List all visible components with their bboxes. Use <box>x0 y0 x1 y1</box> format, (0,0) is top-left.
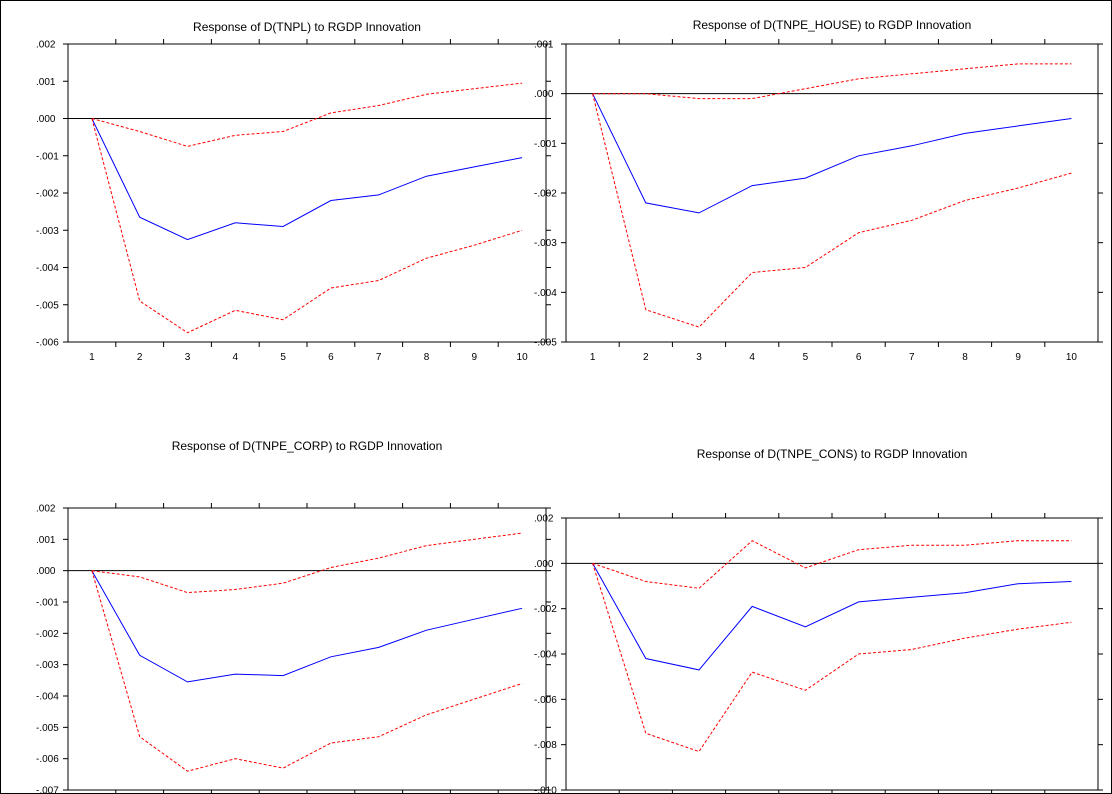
y-tick-label: -.002 <box>36 629 59 640</box>
series-line-upper <box>91 82 523 147</box>
series-line-upper <box>592 540 1072 589</box>
y-tick-label: -.001 <box>36 151 59 162</box>
chart-panel-1: Response of D(TNPL) to RGDP Innovation .0… <box>36 20 551 363</box>
chart-title: Response of D(TNPE_HOUSE) to RGDP Innova… <box>693 18 972 32</box>
series-line-upper <box>91 532 523 594</box>
y-tick-label: -.002 <box>36 189 59 200</box>
y-tick-label: -.004 <box>534 288 557 299</box>
plot-area <box>565 517 1099 791</box>
series-line-lower <box>91 570 523 772</box>
y-tick-label: .001 <box>36 77 56 88</box>
y-tick-label: .002 <box>36 40 56 51</box>
y-tick-label: -.003 <box>36 660 59 671</box>
y-tick-label: -.005 <box>36 300 59 311</box>
y-tick-label: -.003 <box>36 226 59 237</box>
x-tick-label: 8 <box>424 352 430 363</box>
x-tick-label: 8 <box>962 352 968 363</box>
y-tick-label: -.008 <box>534 740 557 751</box>
y-tick-label: .002 <box>36 504 56 515</box>
y-tick-label: -.005 <box>36 723 59 734</box>
y-tick-label: -.005 <box>534 338 557 349</box>
x-tick-label: 3 <box>185 352 191 363</box>
chart-panel-3: Response of D(TNPE_CORP) to RGDP Innovat… <box>36 439 551 794</box>
plot-area <box>67 507 547 791</box>
x-tick-label: 5 <box>803 352 809 363</box>
x-tick-label: 9 <box>472 352 478 363</box>
chart-title: Response of D(TNPE_CORP) to RGDP Innovat… <box>172 439 443 453</box>
series-line-response <box>91 570 523 683</box>
x-tick-label: 10 <box>1066 352 1078 363</box>
series-line-lower <box>592 93 1072 328</box>
x-tick-label: 4 <box>749 352 755 363</box>
series-line-response <box>592 93 1072 214</box>
series-line-lower <box>91 118 523 334</box>
y-tick-label: -.001 <box>534 139 557 150</box>
series-line-upper <box>592 63 1072 100</box>
x-tick-label: 7 <box>909 352 915 363</box>
x-tick-label: 6 <box>328 352 334 363</box>
y-tick-label: .001 <box>534 40 554 51</box>
x-tick-label: 10 <box>517 352 529 363</box>
y-tick-label: .000 <box>534 89 554 100</box>
x-tick-label: 7 <box>376 352 382 363</box>
plot-area <box>67 43 547 343</box>
series-line-lower <box>592 563 1072 753</box>
x-tick-label: 9 <box>1015 352 1021 363</box>
y-tick-label: .000 <box>36 566 56 577</box>
x-tick-label: 3 <box>696 352 702 363</box>
y-tick-label: -.004 <box>36 263 59 274</box>
y-tick-label: .000 <box>534 559 554 570</box>
y-tick-label: -.006 <box>36 754 59 765</box>
y-tick-label: .000 <box>36 114 56 125</box>
chart-panel-2: Response of D(TNPE_HOUSE) to RGDP Innova… <box>534 18 1103 363</box>
plot-area <box>565 43 1099 343</box>
chart-title: Response of D(TNPL) to RGDP Innovation <box>193 20 421 34</box>
x-tick-label: 4 <box>233 352 239 363</box>
y-tick-label: -.006 <box>534 695 557 706</box>
x-tick-label: 5 <box>280 352 286 363</box>
chart-title: Response of D(TNPE_CONS) to RGDP Innovat… <box>697 447 968 461</box>
x-tick-label: 2 <box>643 352 649 363</box>
x-tick-label: 1 <box>590 352 596 363</box>
x-tick-label: 1 <box>89 352 95 363</box>
y-tick-label: -.002 <box>534 189 557 200</box>
y-tick-label: -.004 <box>36 692 59 703</box>
series-line-response <box>592 563 1072 671</box>
y-tick-label: -.006 <box>36 338 59 349</box>
y-tick-label: -.003 <box>534 238 557 249</box>
y-tick-label: -.010 <box>534 786 557 794</box>
x-tick-label: 6 <box>856 352 862 363</box>
y-tick-label: -.001 <box>36 598 59 609</box>
y-tick-label: .002 <box>534 514 554 525</box>
series-line-response <box>91 118 523 241</box>
y-tick-label: -.004 <box>534 650 557 661</box>
y-tick-label: .001 <box>36 535 56 546</box>
y-tick-label: -.002 <box>534 604 557 615</box>
y-tick-label: -.007 <box>36 786 59 794</box>
x-tick-label: 2 <box>137 352 143 363</box>
chart-panel-4: Response of D(TNPE_CONS) to RGDP Innovat… <box>534 447 1103 794</box>
